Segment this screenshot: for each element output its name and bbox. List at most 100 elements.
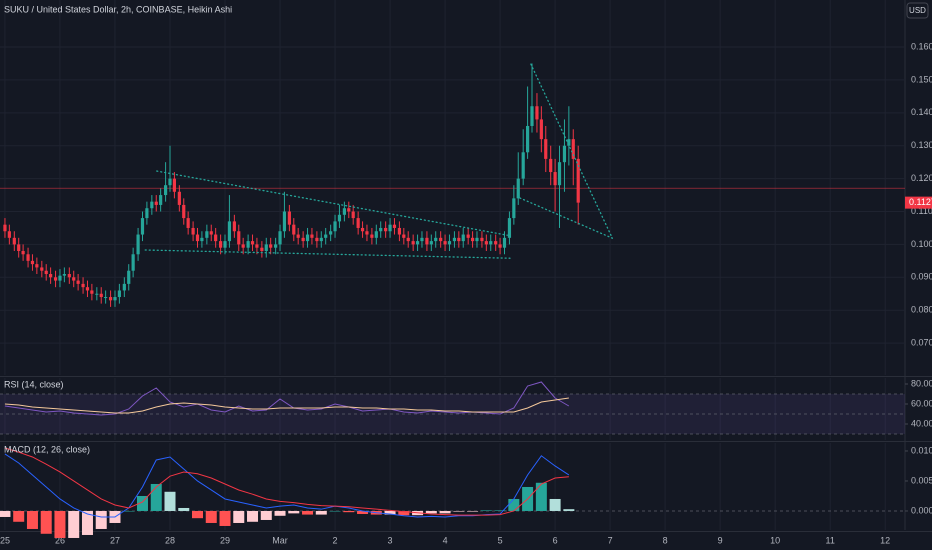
y-tick-label: 60.00 <box>911 398 932 408</box>
histogram-bar <box>425 510 437 514</box>
candle-body <box>278 231 282 245</box>
candle-body <box>219 241 223 248</box>
candle-body <box>209 231 213 235</box>
candle-body <box>342 208 346 215</box>
candle-body <box>12 237 16 245</box>
candle-body <box>227 221 232 242</box>
histogram-bar <box>95 510 107 529</box>
candle-body <box>136 234 140 255</box>
pane-title: MACD (12, 26, close) <box>4 444 90 454</box>
candle-body <box>62 274 66 276</box>
candle-body <box>384 227 388 232</box>
y-tick-label: 80.00 <box>911 378 932 388</box>
candle-body <box>127 270 131 284</box>
candle-body <box>329 231 333 235</box>
candle-body <box>76 280 80 284</box>
candle-body <box>104 297 108 299</box>
candle-body <box>397 227 402 235</box>
candle-body <box>99 293 103 298</box>
candle-body <box>415 241 420 245</box>
candle-body <box>480 237 484 242</box>
histogram-bar <box>357 510 369 514</box>
histogram-bar <box>260 510 272 520</box>
candle-body <box>85 287 90 291</box>
x-tick-label: 8 <box>663 535 668 545</box>
x-tick-label: 12 <box>880 535 890 545</box>
histogram-bar <box>233 510 245 523</box>
candle-body <box>287 211 291 225</box>
candle-body <box>44 270 48 275</box>
candle-body <box>502 237 507 248</box>
candle-body <box>241 244 245 248</box>
candle-body <box>26 254 30 261</box>
candle-body <box>525 125 530 153</box>
histogram-bar <box>150 483 162 511</box>
candle-body <box>237 231 241 245</box>
currency-button <box>906 2 929 19</box>
histogram-bar <box>467 510 479 512</box>
candle-body <box>305 234 310 242</box>
histogram-bar <box>563 509 575 511</box>
candle-body <box>90 290 94 294</box>
x-tick-label: 26 <box>55 535 65 545</box>
candle-body <box>154 201 158 205</box>
x-tick-label: 28 <box>165 535 175 545</box>
candle-body <box>406 237 410 242</box>
histogram-bar <box>81 510 93 535</box>
candle-body <box>35 264 39 268</box>
candle-body <box>576 158 580 203</box>
candle-body <box>333 221 337 232</box>
candle-body <box>392 224 397 228</box>
histogram-bar <box>302 510 314 515</box>
histogram-bar <box>439 510 451 514</box>
histogram-bar <box>0 510 11 517</box>
candle-body <box>172 178 176 192</box>
candle-body <box>571 139 575 159</box>
histogram-bar <box>274 510 286 516</box>
candle-body <box>182 204 186 219</box>
candle-body <box>512 198 516 219</box>
histogram-bar <box>494 510 506 511</box>
candle-body <box>21 250 25 255</box>
histogram-bar <box>123 510 135 512</box>
histogram-bar <box>205 510 217 523</box>
candle-body <box>17 244 21 251</box>
candle-body <box>544 139 548 159</box>
histogram-bar <box>40 510 52 534</box>
histogram-bar <box>535 482 547 511</box>
candle-body <box>360 227 365 232</box>
candle-body <box>379 227 383 232</box>
trendline <box>156 170 508 236</box>
candle-body <box>301 237 305 242</box>
candle-body <box>516 178 520 199</box>
candle-body <box>347 208 351 212</box>
candle-body <box>168 178 172 186</box>
y-tick-label: 40.00 <box>911 418 932 428</box>
histogram-bar <box>288 510 300 514</box>
candle-body <box>439 237 443 242</box>
candle-body <box>95 293 99 295</box>
chart-title: SUKU / United States Dollar, 2h, COINBAS… <box>4 4 232 14</box>
y-tick-label: 0.0100 <box>911 445 932 455</box>
candle-body <box>30 260 35 265</box>
candle-body <box>539 119 543 140</box>
candle-body <box>58 275 62 281</box>
histogram-bar <box>384 510 396 515</box>
candle-body <box>223 241 227 248</box>
candle-body <box>530 106 534 126</box>
candle-body <box>429 241 433 245</box>
candle-body <box>232 221 236 232</box>
candle-body <box>186 218 190 228</box>
x-tick-label: 29 <box>220 535 230 545</box>
candle-body <box>67 274 71 278</box>
histogram-bar <box>247 510 259 522</box>
x-tick-label: 5 <box>498 535 503 545</box>
candle-body <box>535 106 539 120</box>
